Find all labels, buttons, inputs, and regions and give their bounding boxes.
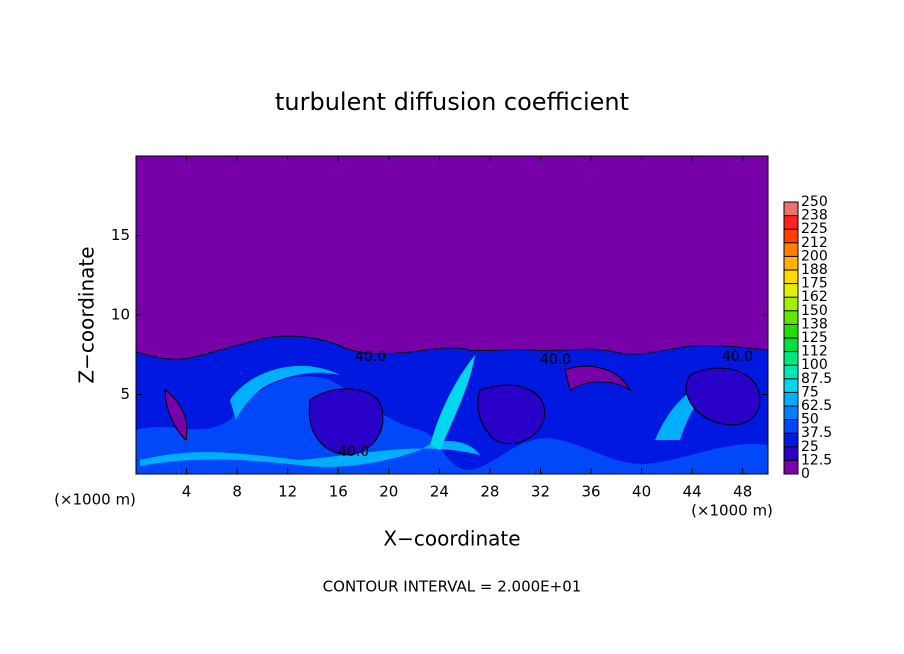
- colorbar-cell: [784, 392, 798, 406]
- x-unit: (×1000 m): [54, 491, 136, 509]
- colorbar-cell: [784, 256, 798, 270]
- colorbar-cell: [784, 215, 798, 230]
- y-tick-label: 15: [111, 226, 130, 244]
- colorbar-label: 150: [801, 303, 828, 319]
- colorbar-label: 25: [801, 439, 819, 455]
- x-tick-label: 16: [329, 483, 348, 501]
- colorbar-label: 50: [801, 412, 819, 428]
- colorbar-label: 212: [801, 235, 828, 251]
- colorbar-cell: [784, 406, 798, 420]
- colorbar-label: 125: [801, 330, 828, 346]
- chart-title: turbulent diffusion coefficient: [275, 88, 629, 116]
- x-tick-label: 4: [182, 483, 192, 501]
- x-tick-label: 44: [683, 483, 702, 501]
- colorbar-label: 12.5: [801, 452, 832, 468]
- colorbar-cell: [784, 283, 798, 298]
- colorbar-label: 37.5: [801, 425, 832, 441]
- colorbar-label: 225: [801, 221, 828, 237]
- colorbar-label: 62.5: [801, 398, 832, 414]
- colorbar-label: 112: [801, 344, 828, 360]
- colorbar-label: 238: [801, 208, 828, 224]
- colorbar-label: 0: [801, 466, 810, 482]
- colorbar-cell: [784, 460, 798, 474]
- colorbar-label: 175: [801, 276, 828, 292]
- colorbar-cell: [784, 338, 798, 352]
- colorbar-label: 87.5: [801, 371, 832, 387]
- x-tick-label: 48: [733, 483, 752, 501]
- colorbar-cell: [784, 365, 798, 379]
- colorbar-label: 162: [801, 289, 828, 305]
- contour-label: 40.0: [338, 444, 369, 460]
- colorbar-cell: [784, 351, 798, 366]
- colorbar-cell: [784, 324, 798, 338]
- colorbar-cell: [784, 310, 798, 325]
- colorbar-cell: [784, 419, 798, 434]
- contour-label: 40.0: [355, 349, 386, 365]
- colorbar-cell: [784, 202, 798, 216]
- colorbar-cell: [784, 378, 798, 393]
- colorbar-cell: [784, 446, 798, 461]
- colorbar-cell: [784, 229, 798, 243]
- y-tick-label: 5: [120, 385, 130, 403]
- x-unit-right: (×1000 m): [691, 502, 773, 520]
- x-tick-label: 28: [480, 483, 499, 501]
- colorbar-label: 200: [801, 248, 828, 264]
- x-tick-label: 40: [632, 483, 651, 501]
- x-tick-label: 8: [232, 483, 242, 501]
- contour-label: 40.0: [540, 352, 571, 368]
- x-tick-label: 32: [531, 483, 550, 501]
- x-tick-label: 12: [278, 483, 297, 501]
- colorbar-label: 75: [801, 384, 819, 400]
- field: [135, 335, 769, 475]
- y-axis-label: Z−coordinate: [75, 246, 99, 383]
- footer: CONTOUR INTERVAL = 2.000E+01: [323, 578, 582, 596]
- colorbar-cell: [784, 242, 798, 257]
- y-tick-label: 10: [111, 306, 130, 324]
- colorbar-cell: [784, 270, 798, 284]
- colorbar-cell: [784, 297, 798, 311]
- colorbar-label: 188: [801, 262, 828, 278]
- colorbar-label: 100: [801, 357, 828, 373]
- x-axis-label: X−coordinate: [383, 527, 520, 551]
- x-tick-label: 24: [430, 483, 449, 501]
- x-tick-label: 20: [379, 483, 398, 501]
- colorbar-label: 250: [801, 194, 828, 210]
- contour-label: 40.0: [722, 349, 753, 365]
- colorbar-cell: [784, 433, 798, 447]
- colorbar-label: 138: [801, 316, 828, 332]
- x-tick-label: 36: [581, 483, 600, 501]
